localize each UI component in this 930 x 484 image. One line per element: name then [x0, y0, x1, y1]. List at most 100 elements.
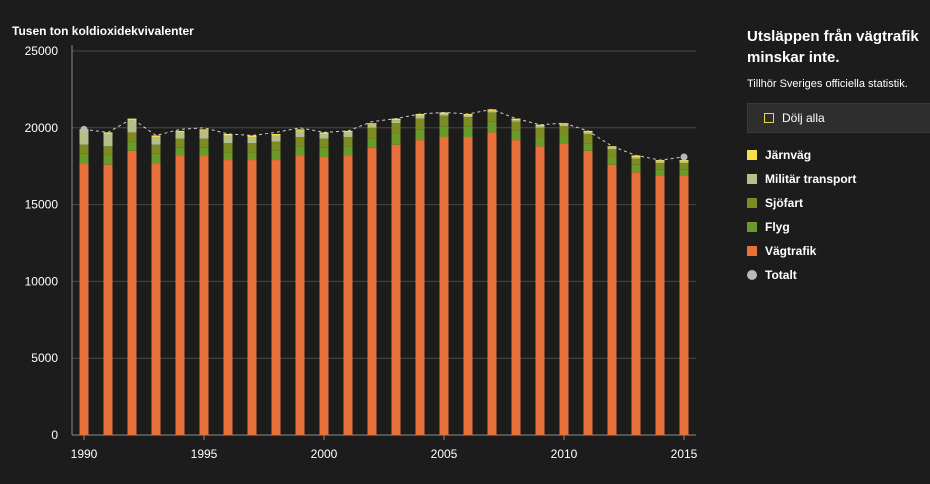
- bar-segment: [487, 112, 497, 122]
- panel-subtitle: Tillhör Sveriges officiella statistik.: [747, 78, 908, 90]
- bar-segment: [391, 133, 401, 145]
- legend-item-vagtrafik[interactable]: Vägtrafik: [747, 239, 930, 263]
- bar-segment: [343, 132, 353, 138]
- bar-segment: [583, 130, 593, 133]
- bar-segment: [631, 158, 641, 165]
- bar-segment: [439, 112, 449, 114]
- bar-segment: [103, 133, 113, 147]
- bar-segment: [223, 143, 233, 153]
- bar-segment: [655, 163, 665, 170]
- bar-segment: [79, 130, 89, 145]
- legend-item-jarnvag[interactable]: Järnväg: [747, 143, 930, 167]
- bar-segment: [247, 135, 257, 138]
- bar-segment: [559, 135, 569, 144]
- bar-segment: [271, 150, 281, 161]
- bar-segment: [631, 155, 641, 157]
- legend-item-militar-transport[interactable]: Militär transport: [747, 167, 930, 191]
- legend-item-flyg[interactable]: Flyg: [747, 215, 930, 239]
- legend-swatch-square-icon: [747, 174, 757, 184]
- total-point: [80, 125, 88, 133]
- bar-segment: [271, 135, 281, 142]
- bar-segment: [679, 169, 689, 176]
- bar-segment: [679, 160, 689, 162]
- bar-segment: [415, 140, 425, 435]
- bar-segment: [103, 146, 113, 156]
- bar-segment: [511, 140, 521, 435]
- bar-segment: [679, 175, 689, 435]
- bar-segment: [535, 127, 545, 138]
- bar-segment: [487, 132, 497, 435]
- x-tick-label: 2000: [311, 447, 338, 461]
- hide-all-label: Dölj alla: [782, 111, 825, 125]
- bar-segment: [271, 141, 281, 151]
- y-tick-label: 15000: [25, 198, 59, 212]
- bar-segment: [607, 149, 617, 157]
- legend-item-totalt[interactable]: Totalt: [747, 263, 930, 287]
- bar-segment: [583, 133, 593, 144]
- bar-segment: [655, 160, 665, 162]
- chart-area: Tusen ton koldioxidekvivalenter 0 5000 100…: [12, 24, 698, 461]
- bar-segment: [199, 130, 209, 139]
- bar-segment: [79, 153, 89, 164]
- bar-segment: [415, 118, 425, 130]
- bar-segment: [151, 144, 161, 154]
- legend-swatch-square-icon: [747, 150, 757, 160]
- bar-segment: [463, 126, 473, 138]
- bar-segment: [127, 120, 137, 133]
- bar-segment: [79, 144, 89, 154]
- legend-label: Järnväg: [765, 148, 812, 162]
- bar-segment: [463, 115, 473, 118]
- bar-segment: [127, 150, 137, 435]
- bar-segment: [535, 126, 545, 128]
- bar-segment: [343, 137, 353, 147]
- bar-segment: [367, 147, 377, 435]
- legend-label: Totalt: [765, 268, 797, 282]
- y-tick-label: 25000: [25, 44, 59, 58]
- legend-label: Militär transport: [765, 172, 857, 186]
- bar-segment: [607, 164, 617, 435]
- y-axis-title: Tusen ton koldioxidekvivalenter: [12, 24, 194, 38]
- bar-segment: [583, 143, 593, 151]
- bar-segment: [631, 156, 641, 159]
- legend-label: Sjöfart: [765, 196, 804, 210]
- bar-segment: [439, 113, 449, 116]
- bar-segment: [175, 155, 185, 435]
- bar-segment: [511, 130, 521, 141]
- legend-label: Flyg: [765, 220, 790, 234]
- legend-swatch-square-icon: [747, 198, 757, 208]
- bar-segment: [151, 163, 161, 436]
- bar-segment: [583, 150, 593, 435]
- bar-segment: [679, 163, 689, 170]
- bar-segment: [175, 132, 185, 139]
- bar-segment: [415, 115, 425, 119]
- y-tick-label: 0: [51, 428, 58, 442]
- panel-title: Utsläppen från vägtrafik minskar inte.: [747, 28, 919, 66]
- bar-segment: [559, 143, 569, 435]
- bar-segment: [367, 124, 377, 128]
- bar-segment: [175, 138, 185, 148]
- bar-segment: [367, 127, 377, 139]
- bar-segment: [247, 160, 257, 435]
- bar-segment: [655, 175, 665, 435]
- bar-segment: [271, 160, 281, 435]
- bar-segment: [295, 130, 305, 138]
- legend-item-sjofart[interactable]: Sjöfart: [747, 191, 930, 215]
- bar-segment: [391, 118, 401, 121]
- y-tick-label: 20000: [25, 121, 59, 135]
- hide-all-button[interactable]: Dölj alla: [747, 103, 930, 133]
- bar-segment: [679, 161, 689, 164]
- bar-segment: [343, 146, 353, 156]
- bar-segment: [271, 133, 281, 136]
- bar-segment: [295, 155, 305, 435]
- bar-segment: [319, 156, 329, 435]
- bar-segment: [559, 126, 569, 136]
- bar-segment: [319, 147, 329, 157]
- checkbox-icon: [764, 113, 774, 123]
- y-tick-label: 10000: [25, 274, 59, 288]
- bar-segment: [199, 155, 209, 435]
- bar-segment: [151, 153, 161, 164]
- bar-segment: [103, 155, 113, 165]
- bar-segment: [511, 121, 521, 131]
- bar-segment: [367, 138, 377, 148]
- bar-segment: [391, 144, 401, 436]
